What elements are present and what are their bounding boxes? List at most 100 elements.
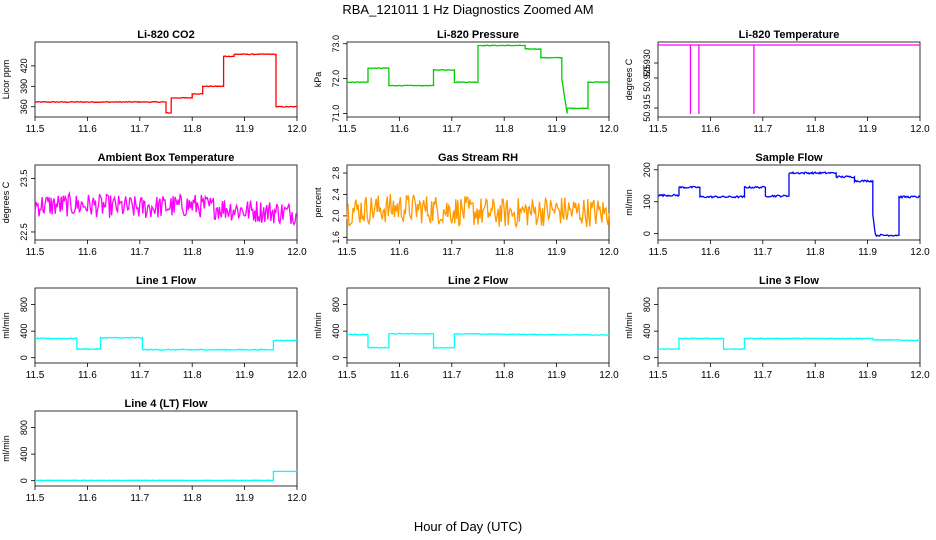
x-tick-label: 11.6 [701,124,720,135]
x-tick-label: 12.0 [287,124,307,135]
panel-9: Line 3 Flow ml/min 11.5 11.6 11.7 11.8 11.9 12.… [624,275,930,381]
x-tick-label: 11.5 [26,493,45,504]
plot-frame [34,287,298,364]
x-tick-label: 12.0 [599,370,619,381]
y-tick-label: 360 [19,99,29,114]
y-tick-label: 420 [19,58,29,73]
panel-8: Line 2 Flow ml/min 11.5 11.6 11.7 11.8 11.9 12.… [313,275,619,381]
x-tick-label: 11.9 [858,370,877,381]
panel-6: Sample Flow ml/min 11.5 11.6 11.7 11.8 11.9 12.… [624,152,930,258]
x-tick-label: 11.9 [235,247,254,258]
y-tick-label: 0 [331,355,341,360]
panel-title: Line 2 Flow [448,275,508,287]
y-tick-label: 50.925 [642,64,652,92]
panel-1: Li-820 CO2 Licor ppm 11.5 11.6 11.7 11.8 11.9 1… [1,29,307,135]
plot-frame [657,287,921,364]
y-tick-label: 800 [19,420,29,435]
panel-title: Ambient Box Temperature [98,152,235,164]
y-tick-label: 400 [19,447,29,462]
y-axis-label: ml/min [1,435,11,462]
series-line [657,171,921,238]
panel-10: Line 4 (LT) Flow ml/min 11.5 11.6 11.7 11.8 11… [1,398,307,504]
x-tick-label: 11.9 [235,370,254,381]
x-tick-label: 12.0 [910,370,930,381]
y-axis-label: ml/min [1,312,11,339]
x-tick-label: 11.9 [858,247,877,258]
x-tick-label: 11.9 [547,247,566,258]
x-tick-label: 11.9 [547,370,566,381]
x-tick-label: 11.6 [78,493,97,504]
x-tick-label: 11.7 [130,370,149,381]
y-tick-label: 23.5 [19,170,29,188]
x-tick-label: 11.6 [78,247,97,258]
y-tick-label: 400 [331,324,341,339]
plot-frame [657,164,921,241]
x-tick-label: 11.7 [130,493,149,504]
y-tick-label: 71.0 [331,105,341,123]
panel-title: Line 1 Flow [136,275,196,287]
y-axis-label: ml/min [313,312,323,339]
y-tick-label: 2.0 [331,210,341,223]
x-tick-label: 11.7 [442,247,461,258]
panel-3: Li-820 Temperature degrees C 11.5 11.6 11.7 1… [624,29,930,135]
series-line [346,332,610,349]
x-tick-label: 11.5 [649,370,668,381]
x-tick-label: 11.8 [806,370,825,381]
y-tick-label: 400 [19,324,29,339]
y-tick-label: 1.6 [331,231,341,244]
y-axis-label: ml/min [624,189,634,216]
x-tick-label: 11.9 [858,124,877,135]
x-tick-label: 11.8 [495,370,514,381]
y-tick-label: 800 [19,297,29,312]
y-tick-label: 22.5 [19,223,29,241]
x-tick-label: 11.8 [806,247,825,258]
series-line [346,193,610,229]
panel-2: Li-820 Pressure kPa 11.5 11.6 11.7 11.8 11.9 12… [313,29,619,135]
x-tick-label: 11.8 [183,370,202,381]
y-axis-label: degrees C [1,181,11,223]
series-line [346,44,610,114]
y-tick-label: 100 [642,194,652,209]
y-tick-label: 0 [642,231,652,236]
x-tick-label: 11.5 [649,124,668,135]
x-tick-label: 11.6 [78,370,97,381]
plot-frame [346,164,610,241]
x-tick-label: 11.6 [390,370,409,381]
x-tick-label: 11.5 [649,247,668,258]
x-tick-label: 11.9 [547,124,566,135]
x-tick-label: 11.7 [130,124,149,135]
panel-title: Gas Stream RH [438,152,518,164]
y-axis-label: percent [313,187,323,218]
y-tick-label: 0 [19,355,29,360]
series-line [34,336,298,352]
series-line [34,190,298,227]
x-tick-label: 11.6 [390,124,409,135]
x-tick-label: 11.9 [235,493,254,504]
series-line [35,470,298,482]
x-tick-label: 11.8 [495,247,514,258]
x-tick-label: 12.0 [287,247,307,258]
y-tick-label: 0 [642,355,652,360]
y-tick-label: 390 [19,79,29,94]
x-tick-label: 11.6 [701,370,720,381]
y-tick-label: 50.915 [642,94,652,122]
y-tick-label: 400 [642,324,652,339]
y-axis-label: Licor ppm [1,60,11,100]
x-tick-label: 11.7 [130,247,149,258]
y-tick-label: 73.0 [331,35,341,53]
x-tick-label: 12.0 [287,370,307,381]
y-tick-label: 200 [642,162,652,177]
y-tick-label: 2.8 [331,167,341,180]
plot-frame [34,164,298,241]
x-tick-label: 11.8 [495,124,514,135]
x-tick-label: 11.8 [183,493,202,504]
x-tick-label: 11.6 [701,247,720,258]
figure-title: RBA_121011 1 Hz Diagnostics Zoomed AM [342,2,593,17]
series-line [658,44,920,114]
y-axis-label: degrees C [624,58,634,100]
x-tick-label: 11.8 [806,124,825,135]
y-tick-label: 800 [331,297,341,312]
panel-title: Line 4 (LT) Flow [125,398,208,410]
panel-title: Line 3 Flow [759,275,819,287]
